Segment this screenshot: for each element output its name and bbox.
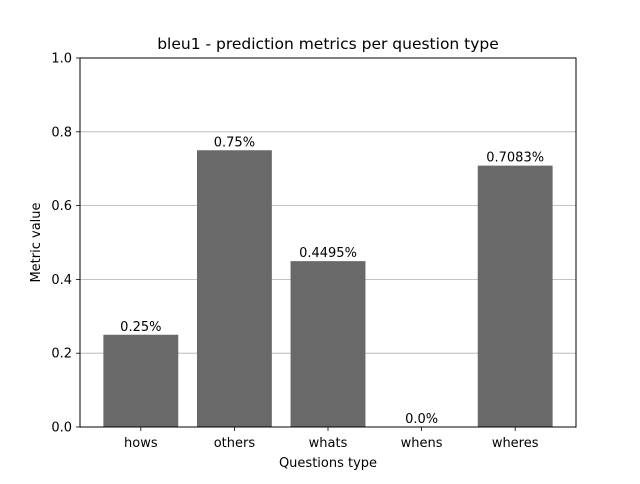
data-label-whats: 0.4495% (299, 246, 357, 261)
y-tick-label: 0.0 (51, 421, 72, 436)
data-label-whens: 0.0% (405, 412, 438, 427)
y-tick-label: 0.2 (51, 347, 72, 362)
data-label-wheres: 0.7083% (486, 151, 544, 166)
y-tick-label: 0.4 (51, 273, 72, 288)
bar-wheres (477, 165, 553, 427)
bar-others (196, 150, 272, 427)
y-axis-title: Metric value (29, 202, 44, 282)
x-axis-title: Questions type (279, 456, 377, 471)
x-tick-label-hows: hows (124, 436, 158, 451)
x-tick-label-others: others (214, 436, 256, 451)
y-tick-label: 0.8 (51, 125, 72, 140)
y-axis: 0.0 0.2 0.4 0.6 0.8 1.0 (51, 52, 80, 436)
x-axis: hows others whats whens wheres (124, 427, 539, 451)
y-tick-label: 0.6 (51, 199, 72, 214)
x-tick-label-wheres: wheres (492, 436, 539, 451)
data-label-layer: 0.25% 0.75% 0.4495% 0.0% 0.7083% (120, 135, 544, 427)
data-label-hows: 0.25% (120, 320, 161, 335)
bar-whats (290, 261, 366, 427)
x-tick-label-whats: whats (309, 436, 348, 451)
y-tick-label: 1.0 (51, 52, 72, 67)
x-tick-label-whens: whens (401, 436, 443, 451)
bar-layer (103, 150, 553, 427)
chart-title: bleu1 - prediction metrics per question … (157, 35, 499, 53)
bar-hows (103, 334, 179, 427)
data-label-others: 0.75% (214, 135, 255, 150)
